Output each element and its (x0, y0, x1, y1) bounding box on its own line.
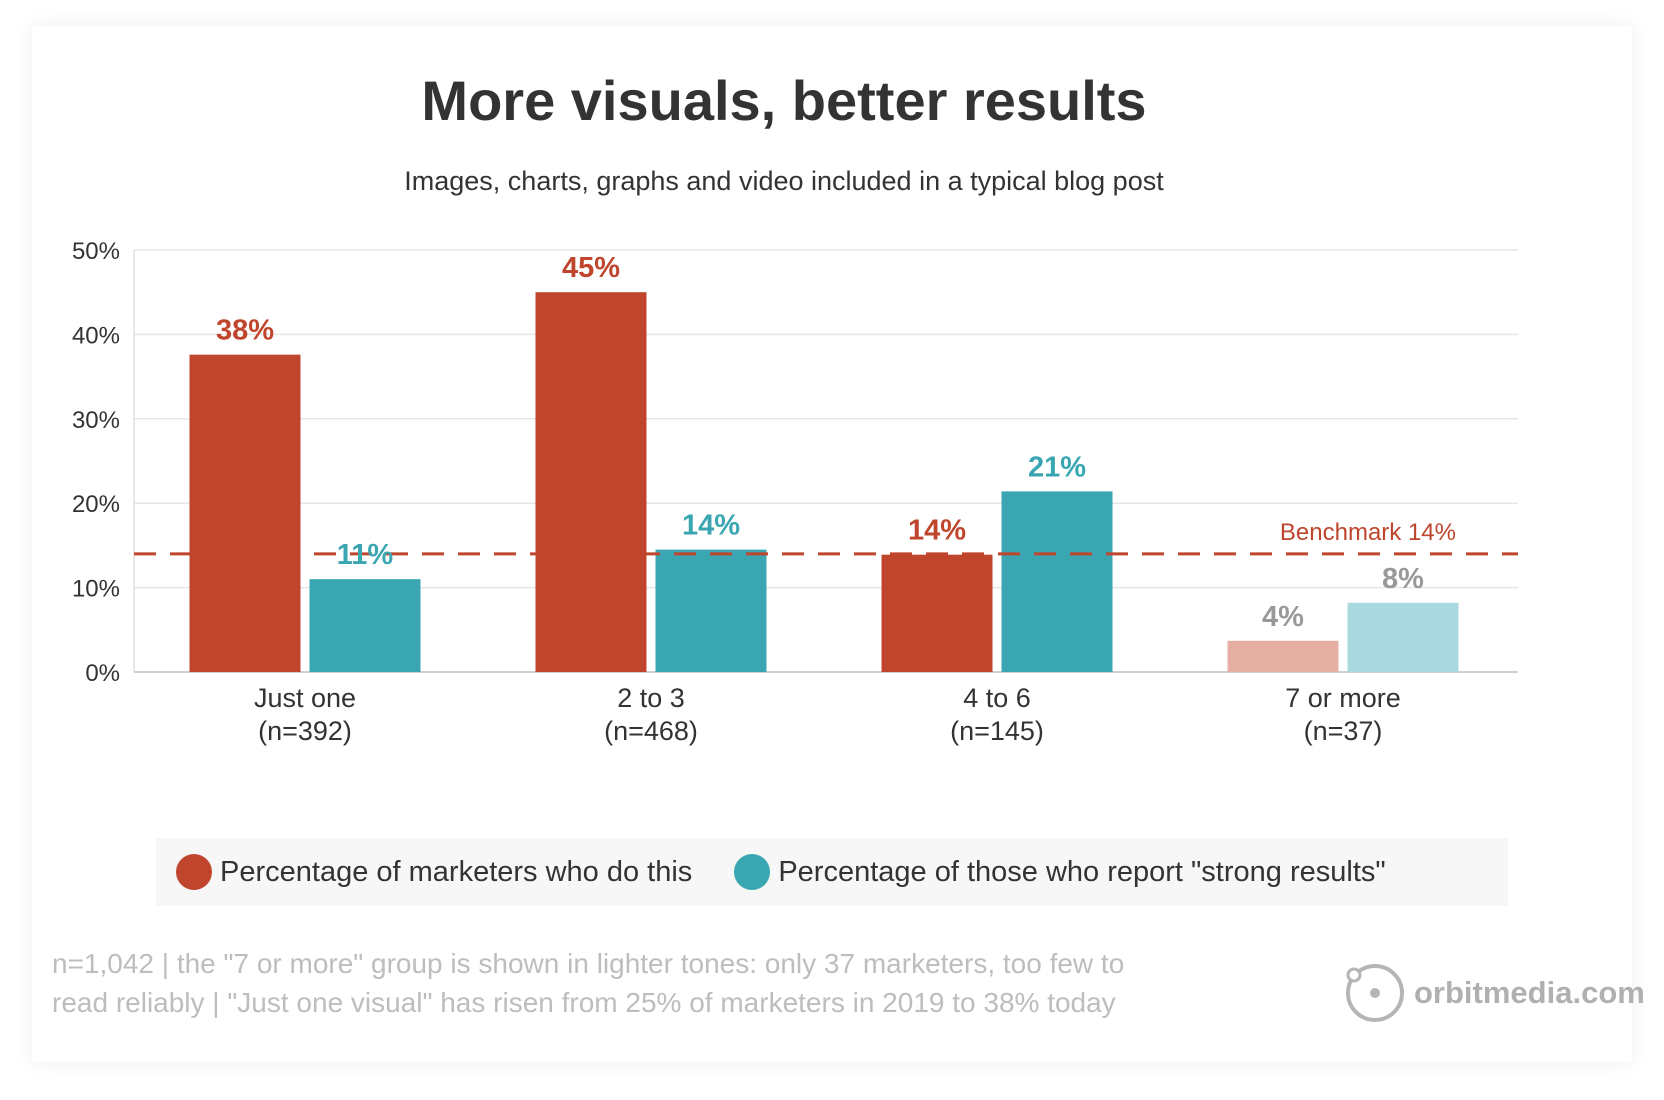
data-label: 21% (1028, 451, 1086, 483)
x-tick-count: (n=37) (1304, 716, 1383, 746)
legend: Percentage of marketers who do this Perc… (156, 838, 1508, 906)
chart: More visuals, better results Images, cha… (72, 69, 1518, 746)
legend-swatch-strong-results (734, 854, 771, 890)
footnote-line-1: n=1,042 | the "7 or more" group is shown… (52, 948, 1125, 979)
bar (1227, 640, 1339, 672)
data-label: 11% (337, 539, 394, 571)
chart-title: More visuals, better results (421, 69, 1146, 132)
chart-card: More visuals, better results Images, cha… (32, 26, 1645, 1062)
bar (655, 549, 767, 672)
y-tick-label: 20% (72, 491, 120, 518)
legend-label-strong-results: Percentage of those who report "strong r… (778, 855, 1386, 888)
bar (189, 354, 301, 672)
orbit-circle-icon (1346, 964, 1404, 1022)
x-tick-label: 7 or more (1285, 683, 1401, 713)
chart-subtitle: Images, charts, graphs and video include… (404, 166, 1164, 196)
x-tick-label: Just one (254, 683, 356, 713)
bar (535, 292, 647, 672)
y-tick-label: 40% (72, 322, 120, 349)
data-labels: 38% 11% 45% 14% 14% 21% 4% 8% (216, 252, 1424, 633)
bars (189, 292, 1459, 672)
benchmark: Benchmark 14% (134, 519, 1518, 556)
bar (1001, 491, 1113, 672)
y-tick-label: 0% (85, 660, 120, 687)
logo: orbitmedia.com (1344, 962, 1645, 1024)
benchmark-label: Benchmark 14% (1280, 519, 1456, 546)
legend-swatch-marketers (176, 854, 212, 890)
data-label: 14% (908, 515, 966, 547)
x-tick-label: 2 to 3 (617, 683, 685, 713)
bar (309, 579, 421, 672)
data-label: 14% (682, 510, 740, 542)
x-tick-count: (n=145) (950, 716, 1044, 746)
legend-item-marketers: Percentage of marketers who do this (176, 854, 692, 890)
x-tick-count: (n=468) (604, 716, 698, 746)
x-tick-label: 4 to 6 (963, 683, 1031, 713)
y-axis: 0% 10% 20% 30% 40% 50% (72, 238, 120, 687)
footnote-line-2: read reliably | "Just one visual" has ri… (52, 987, 1116, 1018)
y-tick-label: 50% (72, 238, 120, 265)
x-tick-count: (n=392) (258, 716, 352, 746)
bar (881, 554, 993, 672)
y-tick-label: 30% (72, 407, 120, 434)
data-label: 4% (1262, 601, 1304, 633)
data-label: 38% (216, 315, 274, 347)
legend-label-marketers: Percentage of marketers who do this (220, 855, 693, 888)
legend-item-strong-results: Percentage of those who report "strong r… (734, 854, 1386, 890)
data-label: 8% (1382, 563, 1424, 595)
footnote: n=1,042 | the "7 or more" group is shown… (52, 944, 1272, 1022)
bar (1347, 602, 1459, 672)
data-label: 45% (562, 252, 620, 284)
logo-text: orbitmedia.com (1414, 975, 1645, 1010)
x-axis: Just one(n=392) 2 to 3(n=468) 4 to 6(n=145… (254, 683, 1401, 746)
y-tick-label: 10% (72, 576, 120, 603)
